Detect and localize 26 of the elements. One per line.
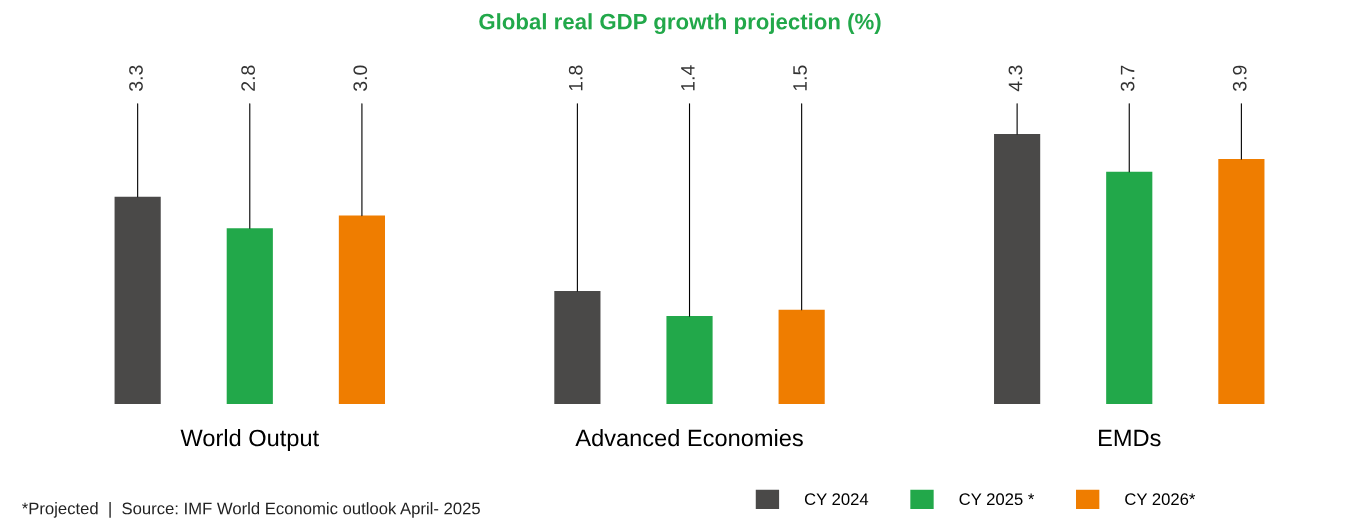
legend-label: CY 2026*: [1125, 493, 1196, 506]
legend-label: CY 2025 *: [959, 493, 1035, 506]
bar: [994, 133, 1041, 404]
bar: [114, 196, 161, 404]
data-label: 2.8: [241, 65, 256, 91]
bar: [226, 228, 273, 404]
data-label: 3.7: [1120, 65, 1135, 91]
data-label: 3.9: [1232, 65, 1247, 91]
legend-label: CY 2024: [804, 493, 869, 506]
bar: [778, 309, 825, 404]
bar: [666, 316, 713, 404]
bar: [338, 215, 385, 404]
bar: [1106, 171, 1153, 404]
data-label: 1.5: [793, 65, 807, 91]
text: *Projected | Source: IMF World Economic outlook April- 2025: [22, 502, 480, 518]
x-tick-label: Advanced Economies: [575, 429, 803, 447]
data-label: 3.3: [129, 65, 143, 91]
chart-title: Global real GDP growth projection (%): [479, 13, 881, 34]
data-label: 1.4: [681, 65, 695, 91]
data-label: 3.0: [353, 65, 368, 91]
bar: [1218, 159, 1265, 404]
x-tick-label: World Output: [180, 429, 319, 452]
x-tick-label: EMDs: [1099, 429, 1161, 447]
bar: [554, 290, 601, 404]
data-label: 4.3: [1008, 65, 1023, 92]
data-label: 1.8: [568, 65, 583, 91]
